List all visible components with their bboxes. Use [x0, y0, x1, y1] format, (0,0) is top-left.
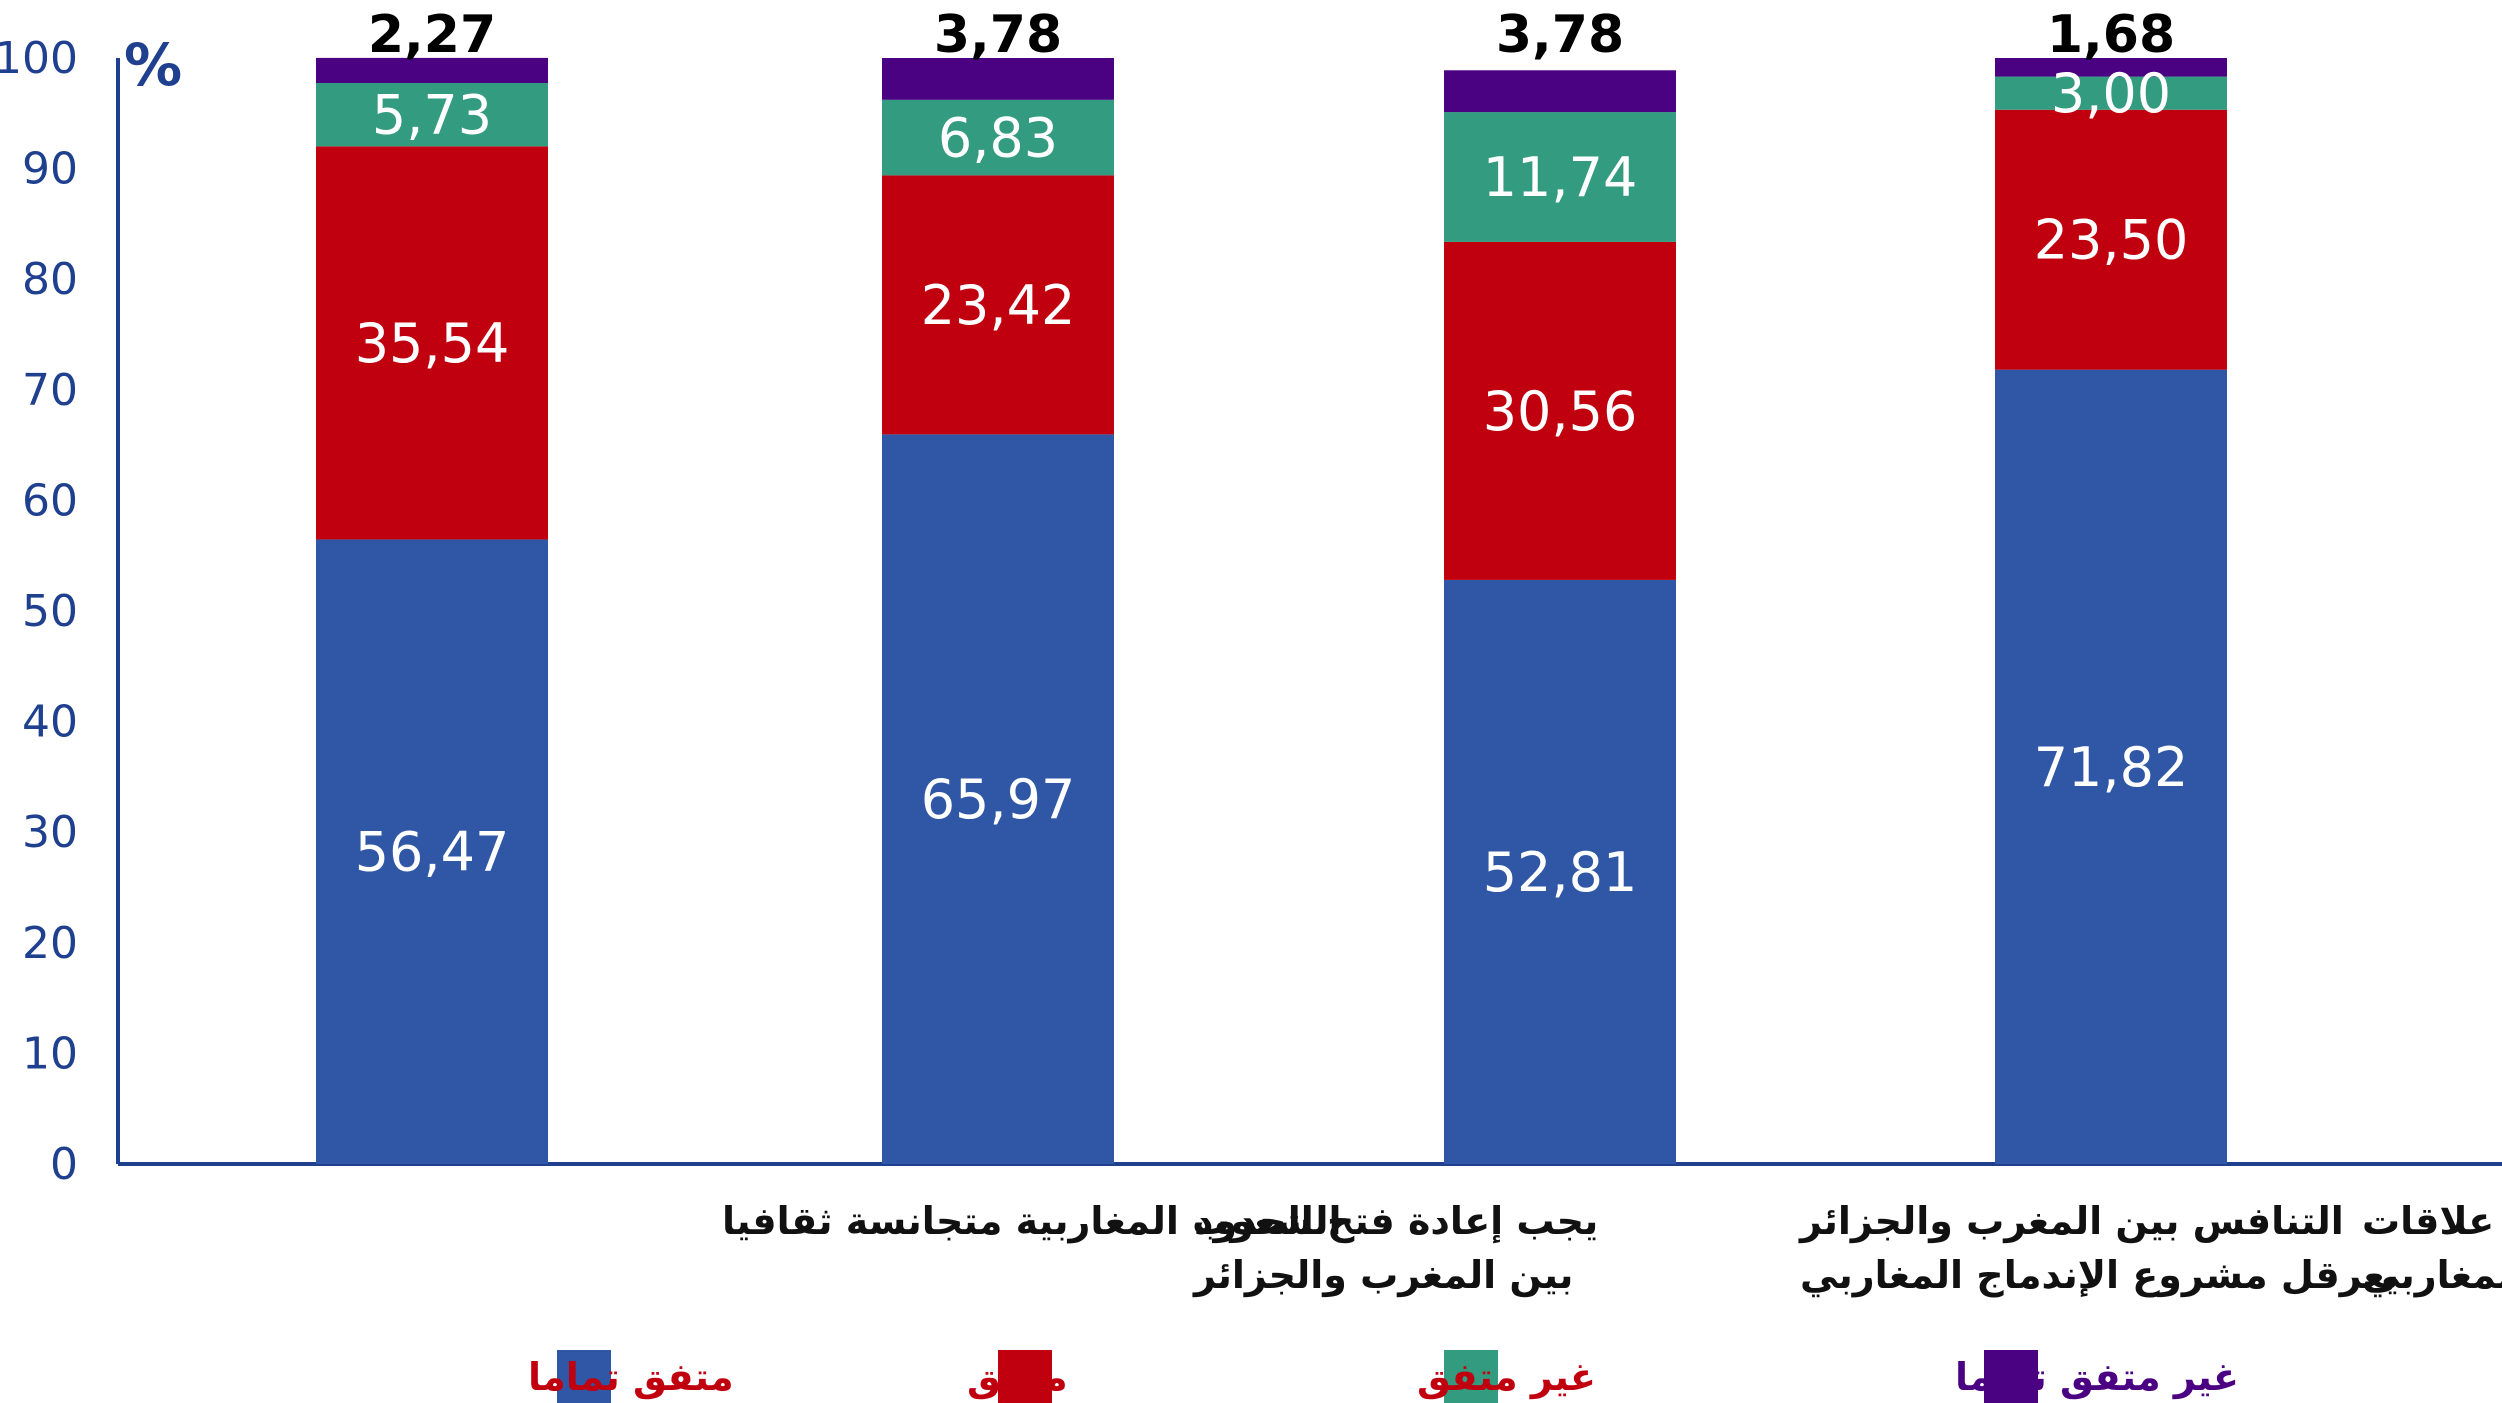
bar-segment — [1995, 109, 2227, 370]
bar-segment — [1995, 369, 2227, 1165]
data-label: 71,82 — [2034, 736, 2189, 799]
bar-segment — [316, 57, 548, 83]
legend-swatch — [557, 1350, 611, 1403]
data-label: 3,00 — [2051, 62, 2171, 125]
data-label: 23,50 — [2034, 209, 2189, 272]
bar-segment — [1444, 579, 1676, 1164]
data-label: 56,47 — [355, 821, 510, 884]
bar-segment — [316, 82, 548, 147]
legend-swatch — [1984, 1350, 2038, 1403]
legend-label: غير متفق — [1417, 1355, 1596, 1399]
category-label: التبادل التجاري يقوي علاقات — [2362, 1199, 2502, 1243]
legend: غير متفق تماما غير متفق متفق متفق تماما — [528, 1350, 2239, 1403]
data-label: 30,56 — [1483, 380, 1638, 443]
y-tick-label: 80 — [22, 254, 78, 305]
category-label: بين المغرب والجزائر — [1192, 1253, 1573, 1298]
data-label: 5,73 — [372, 84, 492, 147]
legend-label: متفق — [967, 1355, 1068, 1399]
bar-segment — [1995, 76, 2227, 110]
category-label: التنافس بين المغرب والجزائر — [1798, 1199, 2344, 1244]
bar-segment — [1444, 112, 1676, 242]
data-label: 1,68 — [2047, 5, 2175, 65]
bar-segment — [1444, 241, 1676, 580]
legend-swatch — [1444, 1350, 1498, 1403]
data-label: 6,83 — [938, 107, 1058, 170]
y-tick-label: 30 — [22, 807, 78, 858]
y-tick-label: 90 — [22, 144, 78, 195]
bar-segment — [882, 99, 1114, 176]
legend-label: غير متفق تماما — [1955, 1355, 2239, 1399]
data-label: 35,54 — [355, 312, 510, 375]
y-tick-label: 50 — [22, 586, 78, 637]
y-tick-label: 0 — [50, 1139, 78, 1190]
y-unit-label: % — [124, 31, 182, 99]
bar-segment — [316, 146, 548, 540]
bar-segment — [1444, 70, 1676, 113]
data-labels: 56,47 35,54 5,73 2,27 65,97 23,42 6,83 3,78 52,8… — [355, 5, 2189, 904]
category-label: الإندماج المغاربي — [2362, 1253, 2502, 1297]
category-label: يجب إعادة فتح الحدود — [1194, 1199, 1598, 1244]
data-label: 11,74 — [1483, 146, 1638, 209]
y-tick-label: 70 — [22, 365, 78, 416]
category-label: الشعوب المغاربية متجانسة ثقافيا — [722, 1199, 1342, 1243]
data-label: 52,81 — [1483, 841, 1638, 904]
bar-segment — [316, 539, 548, 1164]
bars — [316, 57, 2227, 1165]
bar-segment — [882, 58, 1114, 100]
category-label: يعرقل مشروع الإندماج المغاربي — [1800, 1253, 2399, 1298]
y-tick-label: 10 — [22, 1028, 78, 1079]
legend-swatch — [998, 1350, 1052, 1403]
y-tick-label: 20 — [22, 918, 78, 969]
data-label: 23,42 — [921, 274, 1076, 337]
data-label: 65,97 — [921, 768, 1076, 831]
legend-label: متفق تماما — [528, 1355, 734, 1399]
y-tick-label: 40 — [22, 697, 78, 748]
bar-segment — [1995, 58, 2227, 77]
y-tick-label: 100 — [0, 33, 78, 84]
bar-segment — [882, 175, 1114, 435]
bar-segment — [882, 434, 1114, 1164]
data-label: 3,78 — [934, 5, 1062, 65]
y-tick-label: 60 — [22, 475, 78, 526]
data-label: 2,27 — [368, 5, 496, 65]
data-label: 3,78 — [1496, 5, 1624, 65]
